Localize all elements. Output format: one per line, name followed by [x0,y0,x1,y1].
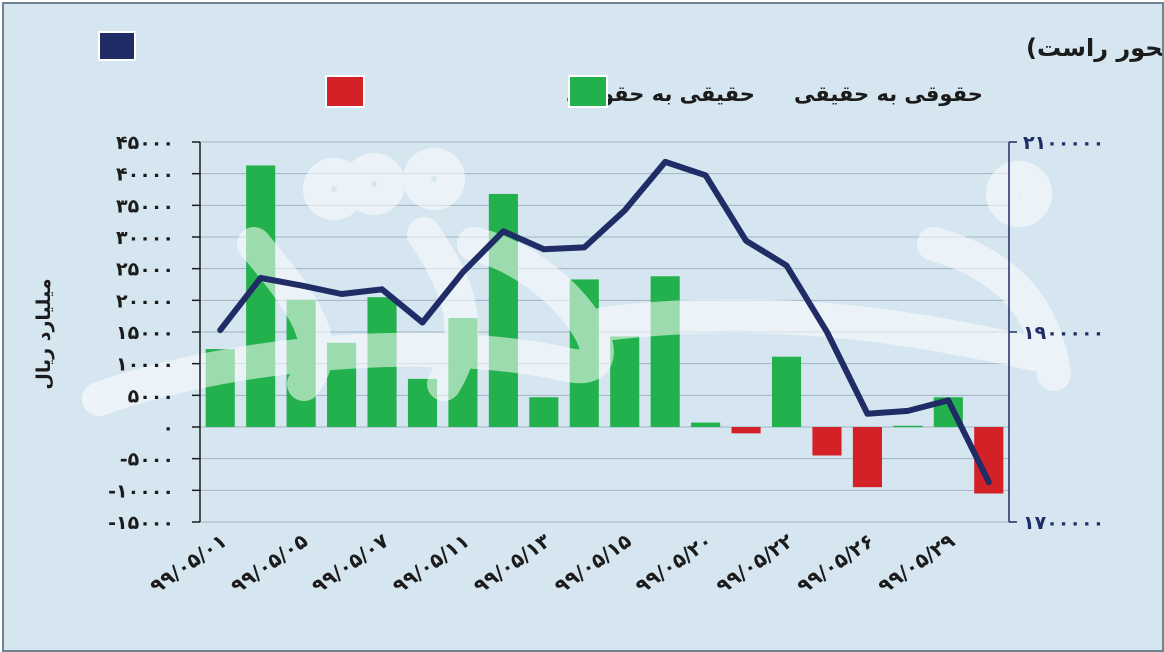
bar-negative [812,427,842,456]
x-tick-label: ۹۹/۰۵/۲۶ [793,528,879,598]
x-tick-label: ۹۹/۰۵/۲۰ [631,528,717,598]
x-tick-label: ۹۹/۰۵/۲۲ [712,528,798,598]
bar-positive [610,336,640,427]
index-line-group [217,158,992,486]
bar-positive [529,397,559,427]
y2-tick-label: ۲۱۰۰۰۰۰ [1023,132,1104,154]
x-tick-label: ۹۹/۰۵/۰۵ [226,528,312,598]
bar-positive [893,425,923,428]
y-tick-label: ۰ [162,417,174,439]
x-tick-label: ۹۹/۰۵/۲۹ [873,528,959,598]
bar-positive [246,165,276,427]
bar-positive [650,276,680,427]
y-axis-label: میلیارد ریال [33,278,55,389]
y-ticks-left: ۴۵۰۰۰ ۴۰۰۰۰ ۳۵۰۰۰ ۳۰۰۰۰ ۲۵۰۰۰ ۲۰۰۰۰ ۱۵۰۰۰ ۱۰۰۰۰… [108,132,200,534]
y2-tick-label: ۱۹۰۰۰۰۰ [1023,322,1104,344]
y-tick-label: ۴۵۰۰۰ [116,132,174,154]
y-tick-label: ۲۵۰۰۰ [116,259,174,281]
y-tick-label: ۵۰۰۰ [128,385,174,407]
x-tick-label: ۹۹/۰۵/۰۱ [145,528,231,598]
index-line [217,158,992,486]
x-tick-label: ۹۹/۰۵/۱۱ [388,528,474,598]
y-ticks-right: ۲۱۰۰۰۰۰ ۱۹۰۰۰۰۰ ۱۷۰۰۰۰۰ [1009,132,1104,534]
x-tick-label: ۹۹/۰۵/۱۵ [550,528,636,598]
y-tick-label: ۳۰۰۰۰ [116,227,174,249]
legend-positive-swatch [568,75,608,108]
chart: تغییر مالکیت میان سهامداران (محور چپ) و … [33,31,1162,598]
x-tick-label: ۹۹/۰۵/۱۳ [469,528,555,598]
y-tick-label: -۱۰۰۰۰ [108,480,174,502]
legend-negative-swatch [325,75,365,108]
bar-negative [852,427,882,488]
y-tick-label: ۴۰۰۰۰ [116,164,174,186]
y2-tick-label: ۱۷۰۰۰۰۰ [1023,512,1104,534]
y-tick-label: ۲۰۰۰۰ [116,290,174,312]
legend-positive-label: حقوقی به حقیقی [794,82,983,106]
bar-negative [731,427,761,434]
y-tick-label: ۳۵۰۰۰ [116,195,174,217]
y-tick-label: ۱۰۰۰۰ [116,354,174,376]
bar-positive [691,422,721,427]
y-tick-label: ۱۵۰۰۰ [116,322,174,344]
legend-line-swatch [98,31,136,61]
bar-positive [771,356,802,427]
chart-title: تغییر مالکیت میان سهامداران (محور چپ) و … [1026,34,1162,62]
watermark-logo [82,148,1071,416]
x-ticks: ۹۹/۰۵/۰۱۹۹/۰۵/۰۵۹۹/۰۵/۰۷۹۹/۰۵/۱۱۹۹/۰۵/۱۳… [145,528,959,598]
x-tick-label: ۹۹/۰۵/۰۷ [307,528,393,598]
y-tick-label: -۵۰۰۰ [120,449,174,471]
y-tick-label: -۱۵۰۰۰ [108,512,174,534]
